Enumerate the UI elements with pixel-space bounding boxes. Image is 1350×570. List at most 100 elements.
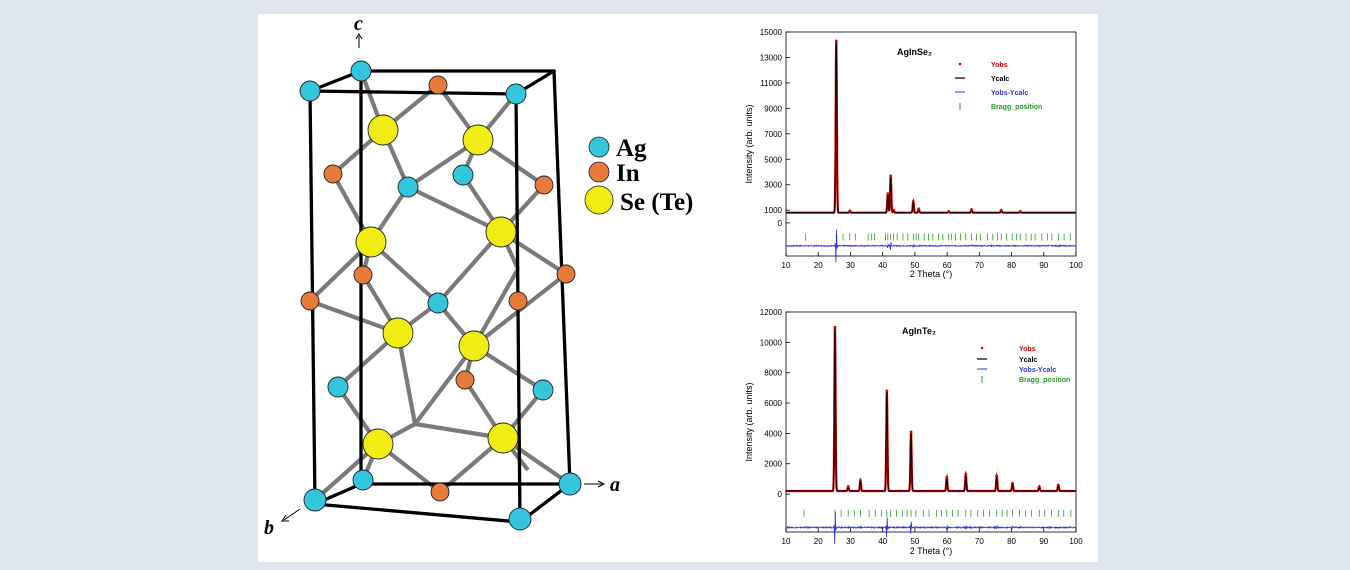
legend-label-in: In — [616, 160, 640, 187]
peak-point-9 — [1037, 485, 1041, 488]
in-atom-19 — [455, 370, 475, 390]
b-axis-label: b — [264, 517, 274, 539]
y-tick-label: 2000 — [764, 460, 782, 469]
in-atom-14 — [534, 175, 554, 195]
x-tick-label: 100 — [1069, 537, 1083, 546]
legend-bragg-label: Bragg_position — [991, 104, 1042, 111]
peak-point-0 — [834, 39, 838, 43]
se-atom-27 — [362, 428, 394, 460]
peak-point-7 — [995, 474, 999, 478]
x-tick-label: 30 — [846, 261, 855, 270]
peak-point-4 — [909, 430, 913, 434]
a-axis-label: a — [610, 474, 620, 496]
y-tick-label: 12000 — [760, 308, 783, 317]
y-tick-label: 10000 — [760, 338, 783, 347]
bond-28 — [413, 344, 476, 426]
x-tick-label: 80 — [1007, 537, 1016, 546]
ag-atom-8 — [352, 469, 374, 491]
x-tick-label: 50 — [910, 537, 919, 546]
x-tick-label: 60 — [943, 537, 952, 546]
y-axis-label: Intensity (arb. units) — [744, 104, 754, 183]
peak-point-6 — [964, 472, 968, 476]
x-tick-label: 20 — [814, 261, 823, 270]
x-tick-label: 90 — [1039, 261, 1048, 270]
ag-atom-3 — [452, 164, 474, 186]
c-axis-arrowhead — [355, 33, 363, 40]
peak-point-7 — [947, 210, 951, 213]
legend-label-ag: Ag — [616, 135, 647, 162]
chart-legend: Yobs Ycalc Yobs-Ycalc Bragg_position — [955, 62, 1042, 111]
peak-point-4 — [892, 208, 896, 212]
in-atom-18 — [508, 291, 528, 311]
y-tick-label: 7000 — [764, 130, 782, 139]
xrd-chart-agintre2: AgInTe₂ Intensity (arb. units) 2 Theta (… — [744, 308, 1083, 556]
y-tick-label: 9000 — [764, 104, 782, 113]
y-tick-label: 3000 — [764, 181, 782, 190]
chart-legend: Yobs Ycalc Yobs-Ycalc Bragg_position — [977, 346, 1070, 384]
x-tick-label: 90 — [1039, 537, 1048, 546]
chart-title: AgInSe₂ — [897, 47, 932, 57]
bond-17 — [436, 230, 503, 305]
plot-frame — [785, 311, 1077, 533]
ag-atom-9 — [303, 488, 327, 512]
y-tick-label: 6000 — [764, 399, 782, 408]
ag-atom-0 — [350, 60, 372, 82]
ag-atom-4 — [397, 176, 419, 198]
legend-bragg-label: Bragg_position — [1019, 377, 1070, 384]
x-tick-label: 80 — [1007, 261, 1016, 270]
figure-panel: c a b Ag In Se (Te) Ag — [258, 13, 1098, 562]
x-tick-label: 70 — [975, 261, 984, 270]
y-tick-label: 15000 — [760, 28, 783, 37]
ag-atom-2 — [505, 83, 527, 105]
in-atom-16 — [556, 264, 576, 284]
legend-item-in: In — [588, 160, 640, 187]
legend-yobs-label: Yobs — [991, 62, 1008, 69]
peak-point-5 — [945, 475, 949, 479]
ag-atom-5 — [427, 292, 449, 314]
chart-title: AgInTe₂ — [902, 326, 936, 336]
legend-yobs-marker — [958, 62, 962, 66]
legend-diff-label: Yobs-Ycalc — [1019, 367, 1056, 374]
y-tick-label: 13000 — [760, 53, 783, 62]
se-atom-21 — [367, 114, 399, 146]
in-atom-15 — [353, 265, 373, 285]
legend-diff-label: Yobs-Ycalc — [991, 90, 1028, 97]
x-tick-label: 70 — [975, 537, 984, 546]
in-atom-12 — [428, 75, 448, 95]
se-swatch — [584, 185, 614, 215]
difference-series — [785, 512, 1077, 544]
plot-frame — [785, 31, 1077, 257]
peak-point-9 — [999, 208, 1003, 212]
x-tick-label: 10 — [782, 537, 791, 546]
peak-point-1 — [848, 209, 852, 213]
ag-atom-11 — [558, 472, 582, 496]
ag-swatch — [588, 136, 610, 158]
x-axis-label: 2 Theta (°) — [910, 546, 952, 556]
ag-atom-1 — [299, 80, 321, 102]
a-axis-arrowhead — [597, 480, 606, 488]
peak-point-3 — [889, 174, 893, 178]
y-axis-label: Intensity (arb. units) — [744, 382, 754, 461]
difference-series — [785, 229, 1077, 263]
se-atom-22 — [462, 124, 494, 156]
peak-point-2 — [859, 479, 862, 482]
legend-ycalc-label: Ycalc — [1019, 357, 1037, 364]
peak-point-10 — [1018, 210, 1022, 213]
se-atom-25 — [382, 317, 414, 349]
peak-point-3 — [885, 389, 889, 393]
unit-cell-edge-10 — [313, 502, 522, 524]
se-atom-26 — [458, 330, 490, 362]
legend-yobs-label: Yobs — [1019, 346, 1036, 353]
peak-point-1 — [846, 485, 850, 488]
element-legend: Ag In Se (Te) — [584, 135, 693, 216]
x-axis-label: 2 Theta (°) — [910, 269, 952, 279]
ycalc-series — [786, 40, 1076, 214]
peak-point-8 — [1011, 482, 1014, 485]
y-tick-label: 8000 — [764, 369, 782, 378]
bond-25 — [309, 299, 399, 335]
ag-atom-6 — [327, 376, 349, 398]
ycalc-series — [786, 327, 1076, 492]
b-axis-arrow — [283, 508, 301, 521]
legend-yobs-marker — [980, 346, 984, 350]
legend-item-se: Se (Te) — [584, 185, 693, 216]
